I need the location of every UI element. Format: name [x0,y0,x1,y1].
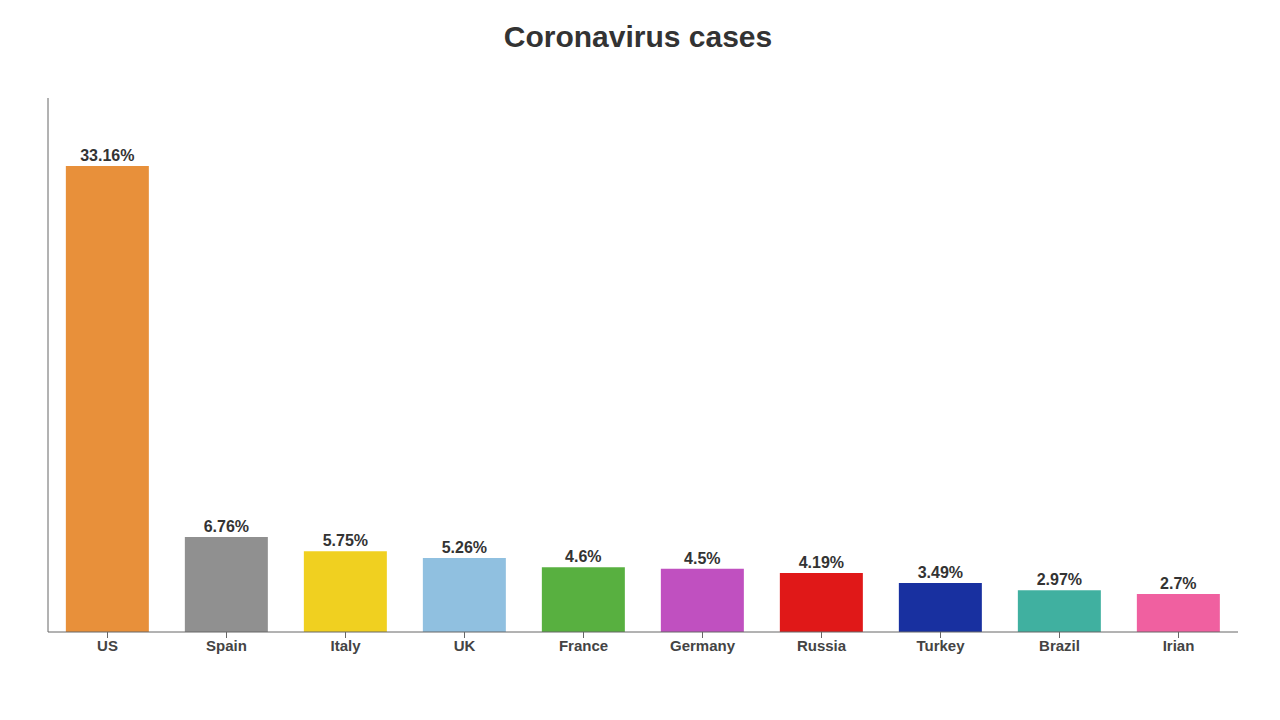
svg-text:2.7%: 2.7% [1160,575,1196,592]
svg-text:Brazil: Brazil [1039,637,1080,654]
svg-text:Italy: Italy [330,637,361,654]
svg-text:4.6%: 4.6% [565,548,601,565]
svg-text:2.97%: 2.97% [1037,571,1082,588]
svg-text:France: France [559,637,608,654]
svg-text:4.19%: 4.19% [799,554,844,571]
svg-text:Russia: Russia [797,637,847,654]
svg-text:4.5%: 4.5% [684,550,720,567]
svg-text:UK: UK [454,637,476,654]
svg-text:US: US [97,637,118,654]
svg-text:Irian: Irian [1163,637,1195,654]
svg-text:6.76%: 6.76% [204,518,249,535]
svg-text:3.49%: 3.49% [918,564,963,581]
svg-text:Germany: Germany [670,637,736,654]
svg-text:Spain: Spain [206,637,247,654]
svg-text:5.26%: 5.26% [442,539,487,556]
svg-text:Turkey: Turkey [916,637,965,654]
html-text:Coronavirus cases: Coronavirus cases [503,20,773,53]
svg-text:33.16%: 33.16% [80,147,134,164]
svg-text:5.75%: 5.75% [323,532,368,549]
